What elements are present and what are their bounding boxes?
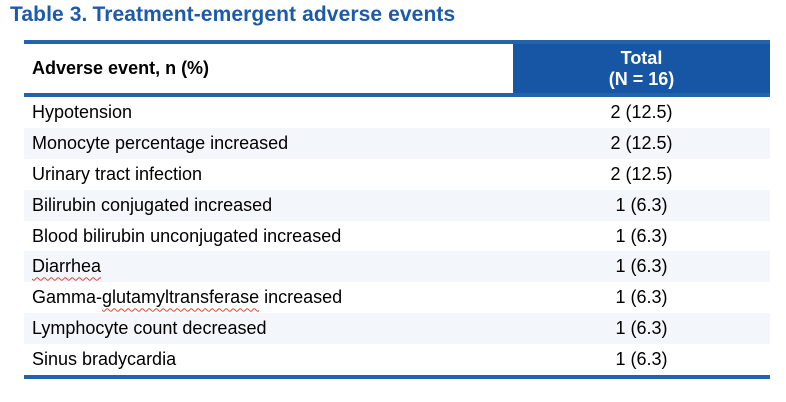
adverse-event-cell: Gamma-glutamyltransferase increased <box>24 282 513 313</box>
total-count-cell: 2 (12.5) <box>610 102 673 122</box>
adverse-event-cell: Sinus bradycardia <box>24 344 513 375</box>
event-text: Monocyte percentage increased <box>32 132 289 153</box>
header-cell-adverse-event: Adverse event, n (%) <box>24 44 513 93</box>
total-count-cell: 1 (6.3) <box>615 349 668 370</box>
table-bottom-rule <box>24 375 770 380</box>
table-row: Diarrhea 1 (6.3) <box>24 251 770 283</box>
table-title-label: Table 3. <box>10 3 88 26</box>
header-bottom-rule <box>24 93 770 97</box>
header-total-line1: Total <box>620 47 663 68</box>
adverse-event-cell: Hypotension <box>24 97 513 128</box>
table-row: Gamma-glutamyltransferase increased 1 (6.… <box>24 282 770 314</box>
table-title-text: Treatment-emergent adverse events <box>92 3 456 26</box>
adverse-event-cell: Bilirubin conjugated increased <box>24 190 513 221</box>
event-text: Blood bilirubin unconjugated increased <box>32 225 342 246</box>
table-row: Monocyte percentage increased 2 (12.5) <box>24 127 770 159</box>
misspelled-word: glutamyltransferase <box>102 287 260 308</box>
event-text: Lymphocyte count decreased <box>32 318 267 339</box>
total-count-cell: 1 (6.3) <box>615 225 668 246</box>
table-row: Sinus bradycardia 1 (6.3) <box>24 344 770 376</box>
table-row: Hypotension 2 (12.5) <box>24 97 770 128</box>
table-row: Blood bilirubin unconjugated increased 1 … <box>24 220 770 252</box>
table-row: Urinary tract infection 2 (12.5) <box>24 158 770 190</box>
table-row: Bilirubin conjugated increased 1 (6.3) <box>24 189 770 221</box>
total-count-cell: 2 (12.5) <box>610 132 673 153</box>
total-count-cell: 1 (6.3) <box>615 318 668 339</box>
adverse-events-table: Adverse event, n (%) Total (N = 16) Hypo… <box>24 40 770 380</box>
event-text: increased <box>259 287 343 308</box>
table-body: Hypotension 2 (12.5) Monocyte percentage i… <box>24 97 770 376</box>
event-text: Bilirubin conjugated increased <box>32 194 273 215</box>
header-cell-total: Total (N = 16) <box>513 44 770 93</box>
total-count-cell: 1 (6.3) <box>615 256 668 277</box>
table-top-rule <box>24 40 770 44</box>
adverse-event-cell: Monocyte percentage increased <box>24 128 513 159</box>
total-count-cell: 1 (6.3) <box>615 194 668 215</box>
table-row: Lymphocyte count decreased 1 (6.3) <box>24 313 770 345</box>
event-text: Gamma- <box>32 287 103 308</box>
total-count-cell: 2 (12.5) <box>610 163 673 184</box>
event-text: Urinary tract infection <box>32 163 203 184</box>
adverse-event-cell: Lymphocyte count decreased <box>24 313 513 344</box>
total-count-cell: 1 (6.3) <box>615 287 668 308</box>
misspelled-word: Diarrhea <box>32 256 102 277</box>
adverse-event-cell: Blood bilirubin unconjugated increased <box>24 221 513 252</box>
adverse-event-cell: Urinary tract infection <box>24 159 513 190</box>
event-text: Sinus bradycardia <box>32 349 177 370</box>
adverse-event-cell: Diarrhea <box>24 251 513 282</box>
header-total-line2: (N = 16) <box>608 68 675 89</box>
table-title: Table 3. Treatment-emergent adverse event… <box>10 3 455 27</box>
table-header-row: Adverse event, n (%) Total (N = 16) <box>24 44 770 93</box>
event-text: Hypotension <box>32 102 133 122</box>
